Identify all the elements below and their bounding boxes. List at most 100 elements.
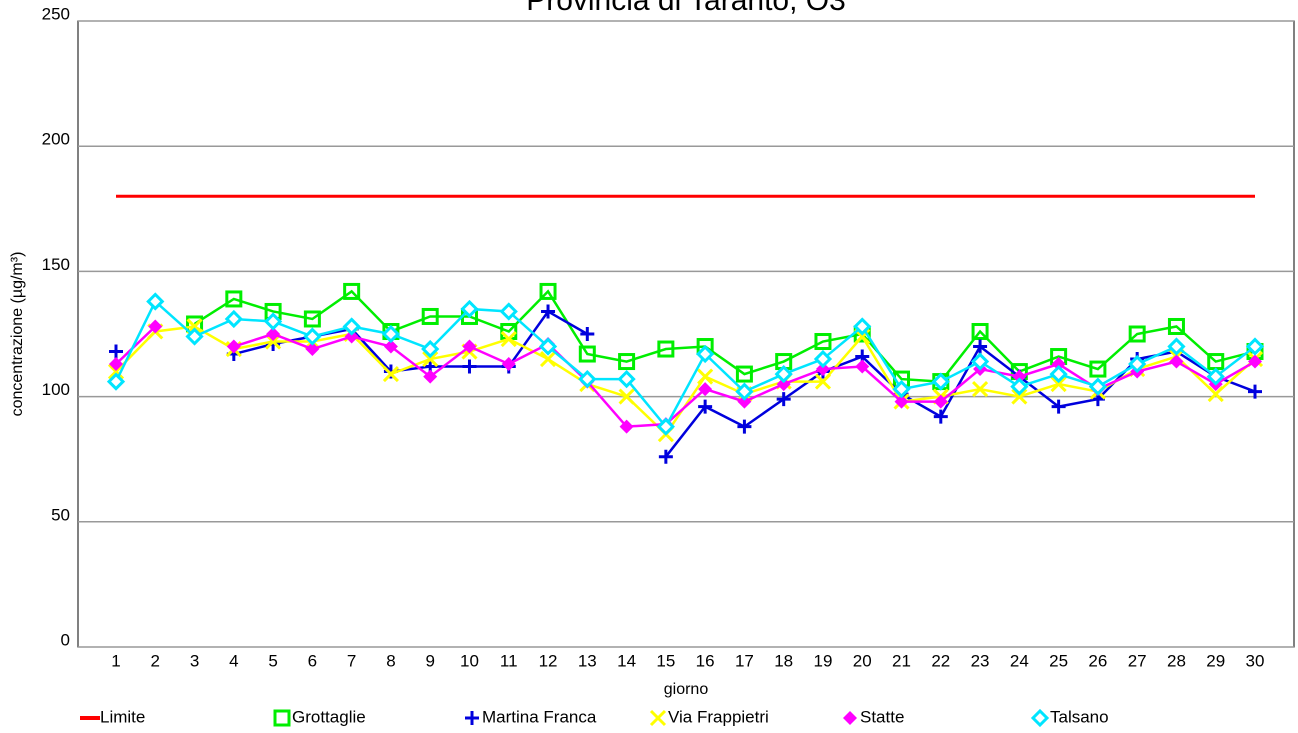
marker [462, 339, 477, 354]
marker [381, 324, 401, 344]
marker [1012, 369, 1027, 384]
marker [1051, 399, 1066, 414]
marker [737, 419, 752, 434]
marker [1167, 317, 1185, 335]
marker [148, 319, 163, 334]
y-tick-label: 50 [51, 505, 70, 524]
marker [774, 364, 793, 384]
marker [146, 292, 165, 311]
legend-label: Statte [860, 707, 904, 726]
x-axis-label: giorno [664, 681, 709, 698]
marker [972, 381, 989, 398]
marker [460, 299, 479, 319]
legend-item [649, 709, 667, 727]
marker [855, 359, 870, 374]
x-tick-label: 2 [151, 651, 160, 670]
marker [618, 353, 636, 371]
marker [1245, 337, 1265, 356]
legend-swatch [1030, 708, 1050, 728]
x-tick-label: 13 [578, 651, 597, 670]
marker [501, 357, 516, 372]
y-tick-label: 0 [61, 630, 70, 649]
marker [1050, 376, 1067, 393]
marker [656, 417, 675, 436]
marker [1248, 354, 1262, 369]
x-tick-label: 15 [656, 651, 675, 670]
legend-label: Talsano [1050, 707, 1109, 726]
marker [735, 382, 754, 401]
marker [303, 327, 322, 346]
marker [618, 388, 635, 405]
marker [263, 312, 283, 331]
marker [421, 307, 439, 325]
marker [853, 317, 872, 336]
x-tick-label: 28 [1167, 651, 1186, 670]
marker [696, 344, 715, 364]
x-tick-label: 29 [1206, 651, 1225, 670]
x-tick-label: 30 [1246, 651, 1265, 670]
marker [658, 449, 673, 464]
y-tick-label: 100 [42, 380, 70, 399]
marker [580, 327, 595, 341]
marker [892, 379, 911, 399]
marker [814, 333, 832, 351]
marker [266, 327, 281, 341]
x-tick-label: 14 [617, 651, 636, 670]
legend-swatch [465, 711, 479, 725]
x-tick-label: 19 [814, 651, 833, 670]
marker [735, 365, 753, 383]
marker [931, 372, 950, 391]
x-tick-label: 8 [386, 651, 395, 670]
marker [971, 322, 989, 340]
marker [344, 329, 359, 344]
marker [1088, 377, 1108, 396]
marker [224, 309, 243, 329]
marker [109, 357, 123, 372]
x-tick-label: 26 [1088, 651, 1107, 670]
marker [619, 419, 634, 434]
marker [578, 369, 597, 389]
legend-swatch [273, 709, 291, 727]
marker [933, 394, 948, 409]
marker [815, 362, 830, 377]
marker [538, 337, 558, 356]
legend-item [1030, 708, 1050, 728]
x-tick-label: 7 [347, 651, 356, 670]
marker [970, 352, 990, 371]
marker [814, 373, 832, 390]
marker [225, 290, 243, 308]
legend-item [273, 709, 291, 727]
marker [933, 409, 948, 424]
marker [422, 350, 439, 368]
legend-label: Limite [100, 707, 145, 726]
marker [813, 349, 833, 369]
marker [617, 369, 636, 389]
x-tick-label: 16 [696, 651, 715, 670]
marker [226, 339, 241, 354]
marker [423, 369, 438, 384]
x-tick-label: 3 [190, 651, 199, 670]
x-tick-label: 20 [853, 651, 872, 670]
marker [1128, 325, 1146, 343]
marker [1206, 367, 1225, 386]
marker [776, 392, 791, 407]
legend-swatch [843, 711, 857, 725]
marker [1167, 337, 1186, 356]
marker [697, 368, 714, 385]
marker [303, 310, 321, 328]
marker [973, 339, 988, 354]
x-tick-label: 6 [308, 651, 317, 670]
x-tick-label: 23 [971, 651, 990, 670]
marker [1089, 360, 1107, 378]
marker [109, 344, 123, 359]
x-tick-label: 18 [774, 651, 793, 670]
x-tick-label: 25 [1049, 651, 1068, 670]
legend-label: Via Frappietri [668, 707, 769, 726]
marker [500, 330, 517, 348]
x-tick-label: 9 [425, 651, 434, 670]
marker [1169, 354, 1184, 369]
marker [462, 359, 477, 374]
marker [657, 340, 675, 358]
marker [382, 366, 399, 383]
